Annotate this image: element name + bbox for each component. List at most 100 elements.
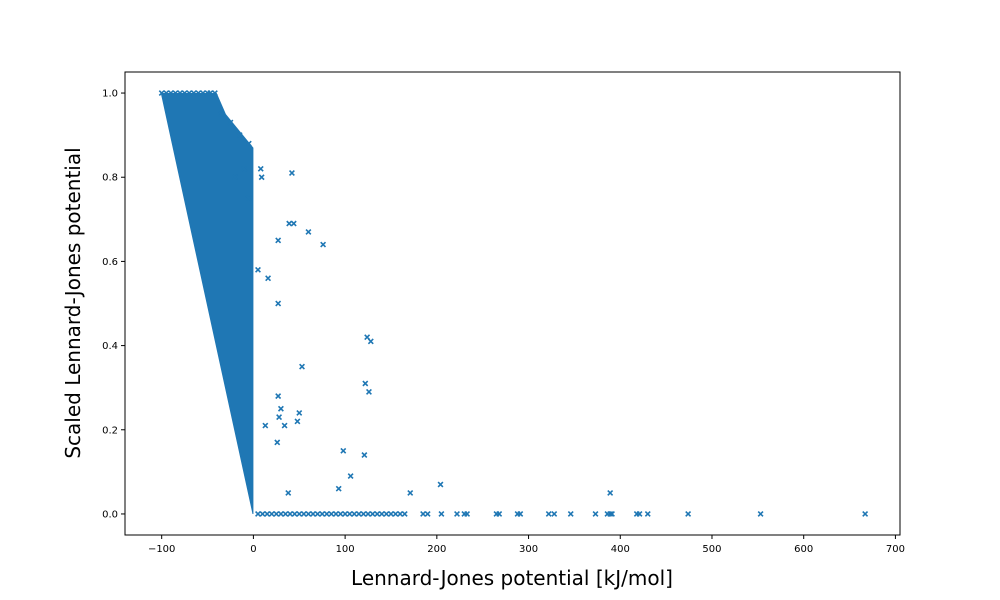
scatter-point bbox=[424, 510, 431, 517]
scatter-point bbox=[288, 170, 295, 176]
scatter-point bbox=[342, 510, 349, 517]
scatter-point bbox=[310, 510, 316, 517]
y-axis-ticks: 0.0 0.2 0.4 0.6 0.8 1.0 bbox=[102, 89, 125, 520]
scatter-point bbox=[296, 510, 303, 517]
y-tick-label: 0.0 bbox=[102, 509, 118, 520]
scatter-point bbox=[232, 174, 239, 181]
scatter-point bbox=[346, 510, 353, 517]
scatter-point bbox=[277, 510, 284, 517]
x-tick-label: 300 bbox=[519, 544, 538, 555]
scatter-point bbox=[367, 338, 374, 345]
plot-frame bbox=[124, 71, 901, 536]
scatter-point bbox=[294, 418, 301, 425]
scatter-point bbox=[241, 165, 248, 172]
scatter-point bbox=[365, 510, 372, 517]
scatter-point bbox=[355, 510, 362, 517]
scatter-point bbox=[607, 510, 614, 517]
x-tick-label: 200 bbox=[427, 544, 446, 555]
scatter-point bbox=[262, 422, 269, 429]
x-tick-label: 400 bbox=[611, 544, 630, 555]
scatter-point bbox=[190, 90, 197, 97]
scatter-point bbox=[296, 409, 303, 416]
scatter-point bbox=[195, 90, 202, 97]
scatter-point bbox=[218, 111, 225, 118]
scatter-point bbox=[420, 510, 427, 517]
scatter-point bbox=[275, 300, 282, 307]
scatter-point bbox=[167, 90, 174, 97]
scatter-point bbox=[268, 510, 275, 517]
scatter-point bbox=[464, 510, 471, 517]
scatter-point bbox=[323, 510, 330, 517]
scatter-point bbox=[287, 510, 294, 517]
scatter-point bbox=[181, 90, 188, 97]
scatter-point bbox=[199, 90, 206, 97]
scatter-point bbox=[158, 90, 165, 97]
scatter-point bbox=[320, 241, 327, 248]
scatter-point bbox=[276, 414, 283, 421]
scatter-point bbox=[609, 510, 615, 517]
x-tick-label: 100 bbox=[336, 544, 355, 555]
scatter-point bbox=[257, 165, 264, 172]
scatter-point bbox=[685, 510, 692, 517]
scatter-point bbox=[285, 489, 292, 496]
scatter-point bbox=[388, 510, 394, 517]
scatter-point bbox=[299, 363, 305, 370]
scatter-point bbox=[186, 90, 193, 97]
scatter-point bbox=[337, 510, 344, 517]
scatter-point bbox=[362, 380, 369, 387]
scatter-point bbox=[551, 510, 558, 517]
scatter-point bbox=[545, 510, 552, 517]
y-tick-label: 0.8 bbox=[102, 173, 118, 184]
x-tick-label: −100 bbox=[148, 544, 175, 555]
scatter-point bbox=[332, 510, 339, 517]
scatter-point bbox=[259, 510, 266, 517]
x-tick-label: 600 bbox=[794, 544, 813, 555]
scatter-point bbox=[567, 510, 574, 517]
scatter-point bbox=[281, 422, 288, 429]
scatter-point bbox=[314, 510, 321, 517]
scatter-point bbox=[286, 220, 293, 227]
y-tick-label: 0.2 bbox=[102, 425, 118, 436]
scatter-point bbox=[407, 489, 414, 496]
scatter-point bbox=[275, 237, 282, 244]
scatter-point bbox=[291, 510, 298, 517]
scatter-point bbox=[172, 90, 179, 97]
scatter-point bbox=[258, 174, 265, 181]
dense-point-cloud bbox=[160, 93, 254, 514]
y-tick-label: 0.6 bbox=[102, 257, 118, 268]
scatter-point bbox=[265, 275, 272, 282]
scatter-point bbox=[245, 140, 252, 147]
x-tick-label: 700 bbox=[886, 544, 905, 555]
x-tick-label: 0 bbox=[250, 544, 256, 555]
scatter-point bbox=[236, 132, 243, 139]
scatter-point bbox=[163, 90, 170, 97]
y-tick-label: 1.0 bbox=[102, 89, 118, 100]
scatter-point bbox=[177, 90, 183, 97]
scatter-point bbox=[347, 473, 354, 480]
scatter-point bbox=[305, 228, 312, 235]
scatter-point bbox=[378, 510, 385, 517]
scatter-point bbox=[374, 510, 381, 517]
scatter-point bbox=[211, 90, 218, 97]
scatter-point bbox=[305, 510, 312, 517]
scatter-point bbox=[255, 510, 261, 517]
scatter-point bbox=[277, 405, 284, 412]
scatter-point bbox=[607, 489, 614, 496]
scatter-point bbox=[275, 393, 282, 400]
scatter-point bbox=[383, 510, 390, 517]
x-tick-label: 500 bbox=[702, 544, 721, 555]
x-axis-ticks: −100 0 100 200 300 400 500 600 700 bbox=[148, 535, 905, 555]
scatter-point bbox=[282, 510, 289, 517]
scatter-point bbox=[264, 510, 271, 517]
scatter-point bbox=[351, 510, 358, 517]
scatter-point bbox=[437, 481, 444, 488]
scatter-point bbox=[360, 510, 367, 517]
scatter-point bbox=[273, 510, 280, 517]
dense-point-region bbox=[160, 93, 254, 514]
scatter-point bbox=[335, 485, 342, 492]
x-axis-title: Lennard-Jones potential [kJ/mol] bbox=[351, 566, 673, 590]
scatter-point bbox=[496, 510, 503, 517]
scatter-point bbox=[361, 452, 368, 458]
scatter-point bbox=[636, 510, 643, 517]
